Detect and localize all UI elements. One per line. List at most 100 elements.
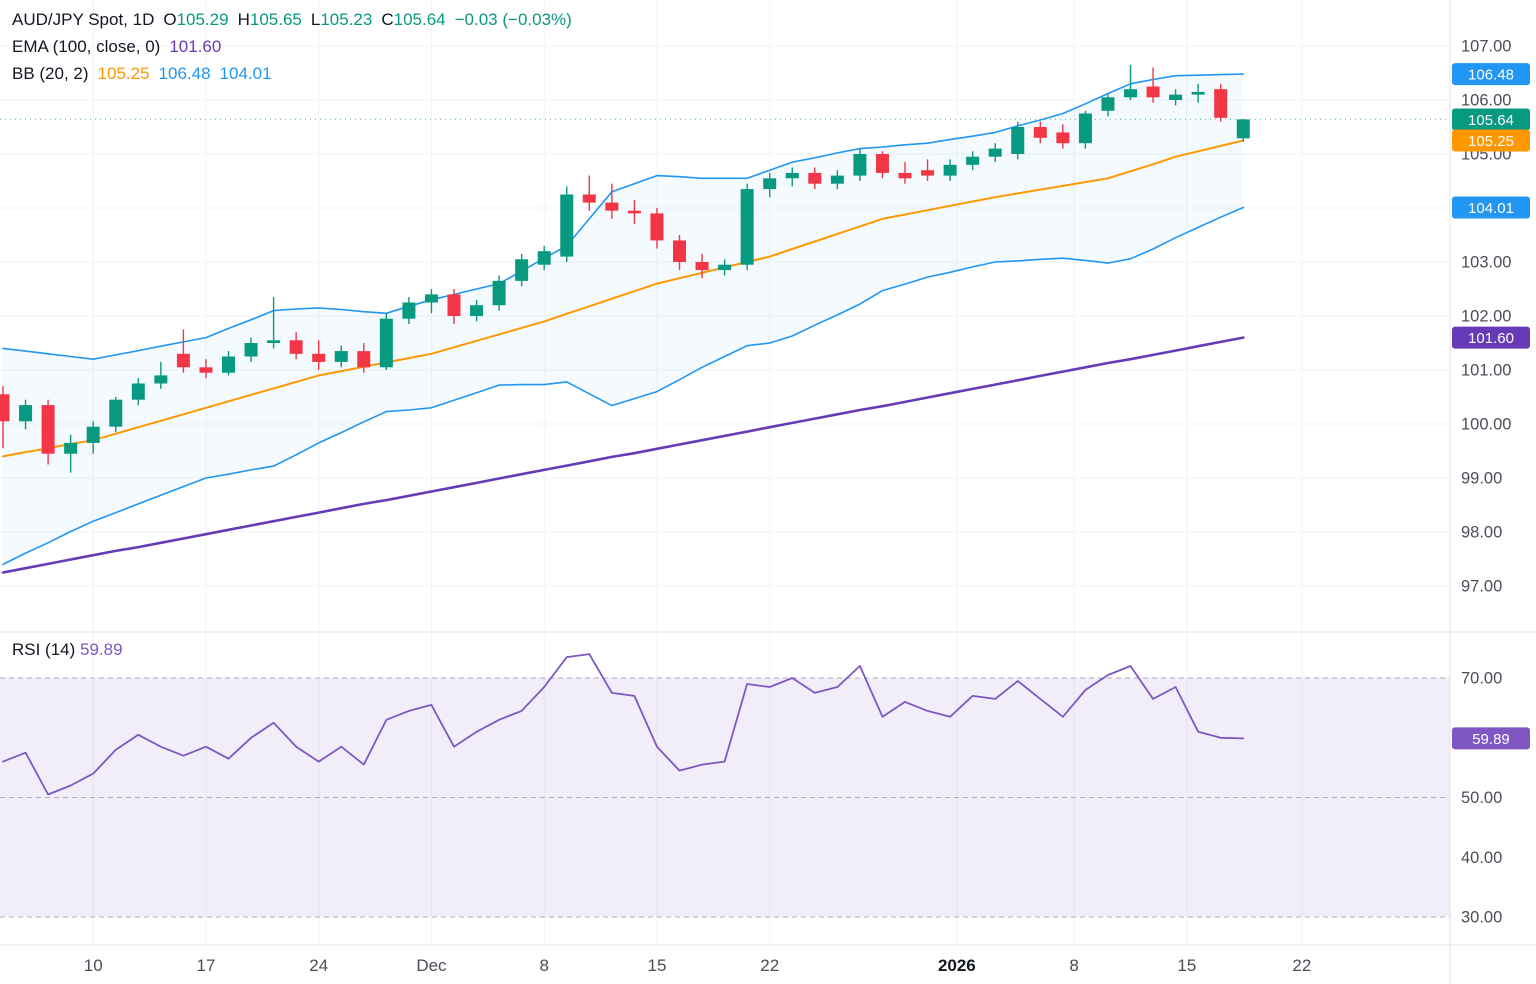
time-tick-label: 24	[309, 956, 328, 975]
price-tick-label: 98.00	[1461, 524, 1502, 542]
candle-body	[492, 280, 506, 306]
bollinger-fill	[3, 74, 1244, 565]
price-tick-label: 101.00	[1461, 362, 1511, 380]
candle-body	[222, 356, 235, 373]
time-tick-label: 8	[1069, 956, 1078, 975]
candle-body	[109, 399, 123, 427]
candle-body	[267, 340, 281, 343]
ema-value: 101.60	[169, 36, 222, 56]
bollinger-upper-line	[2, 73, 1245, 361]
open-value: O105.29	[163, 9, 229, 29]
price-scale[interactable]	[1450, 0, 1536, 945]
candle-body	[64, 442, 78, 454]
ema-line	[1, 336, 1245, 574]
price-tag-text: 104.01	[1468, 200, 1514, 217]
bb-basis-value: 105.25	[97, 63, 150, 83]
candle-body	[19, 405, 33, 422]
rsi-line	[2, 653, 1245, 796]
candle-body	[176, 353, 190, 368]
rsi-tick-label: 40.00	[1461, 849, 1502, 867]
candle-body	[875, 154, 889, 173]
candle-body	[289, 340, 303, 354]
candle-body	[718, 264, 732, 271]
change-value: −0.03 (−0.03%)	[454, 9, 572, 29]
rsi-tick-label: 30.00	[1461, 909, 1502, 927]
candle-body	[1011, 127, 1025, 154]
ema-legend-row: EMA (100, close, 0) 101.60	[12, 33, 572, 60]
symbol-title: AUD/JPY Spot, 1D	[12, 9, 155, 29]
price-tag	[1452, 129, 1530, 152]
price-tag	[1452, 326, 1530, 349]
candle-body	[898, 172, 912, 179]
candle-body	[1056, 132, 1070, 144]
rsi-label: RSI (14)	[12, 640, 76, 659]
candle-body	[830, 175, 844, 184]
candle-body	[334, 351, 348, 362]
candle-body	[627, 210, 641, 214]
candle-body	[650, 213, 664, 241]
candle-body	[1214, 89, 1228, 118]
candle-body	[86, 426, 100, 443]
candle-body	[41, 405, 55, 454]
bb-upper-value: 106.48	[158, 63, 211, 83]
candle-body	[424, 294, 438, 303]
time-tick-label: 8	[539, 956, 548, 975]
candle-body	[154, 375, 168, 384]
candle-body	[470, 305, 484, 316]
candle-body	[1236, 119, 1250, 139]
candle-body	[605, 202, 619, 211]
price-tick-label: 99.00	[1461, 470, 1502, 488]
rsi-value: 59.89	[80, 640, 123, 659]
price-tag-text: 105.25	[1468, 133, 1514, 150]
candle-body	[582, 194, 596, 203]
candle-body	[1033, 127, 1047, 138]
candle-body	[1146, 86, 1160, 98]
bb-lower-value: 104.01	[219, 63, 272, 83]
price-tick-label: 107.00	[1461, 38, 1511, 56]
rsi-tick-label: 50.00	[1461, 789, 1502, 807]
candle-body	[1078, 113, 1092, 144]
rsi-tag	[1452, 727, 1530, 750]
high-value: H105.65	[237, 9, 302, 29]
price-tag-text: 105.64	[1468, 112, 1514, 129]
candle-body	[312, 353, 326, 362]
rsi-tick-label: 70.00	[1461, 670, 1502, 688]
time-tick-label: 15	[647, 956, 666, 975]
time-tick-label: 2026	[938, 956, 976, 975]
price-tag-text: 101.60	[1468, 330, 1514, 347]
candle-body	[853, 154, 867, 176]
candle-body	[1101, 97, 1115, 111]
price-tick-label: 106.00	[1461, 92, 1511, 110]
candle-body	[966, 156, 980, 165]
price-tag	[1452, 196, 1530, 219]
rsi-tag-text: 59.89	[1472, 731, 1510, 748]
candle-body	[1191, 91, 1205, 95]
candle-body	[402, 302, 416, 319]
candle-body	[763, 178, 777, 190]
candle-body	[379, 318, 393, 368]
candle-body	[537, 251, 551, 265]
bollinger-basis-line	[2, 139, 1245, 458]
bollinger-lower-line	[2, 206, 1245, 566]
candle-body	[785, 172, 799, 179]
price-tick-label: 100.00	[1461, 416, 1511, 434]
candle-body	[943, 164, 957, 176]
candle-body	[695, 262, 709, 271]
candle-body	[740, 189, 754, 265]
time-tick-label: Dec	[416, 956, 447, 975]
price-tick-label: 102.00	[1461, 308, 1511, 326]
main-legend: AUD/JPY Spot, 1D O105.29 H105.65 L105.23…	[12, 6, 572, 87]
candle-body	[357, 351, 371, 368]
time-tick-label: 22	[1292, 956, 1311, 975]
candle-body	[988, 148, 1002, 157]
time-tick-label: 22	[760, 956, 779, 975]
time-scale[interactable]	[0, 945, 1536, 984]
price-tag	[1452, 108, 1530, 131]
bb-legend-row: BB (20, 2) 105.25 106.48 104.01	[12, 60, 572, 87]
candle-body	[808, 172, 822, 184]
candle-body	[1169, 94, 1183, 100]
bb-label: BB (20, 2)	[12, 63, 89, 83]
candle-body	[560, 194, 574, 257]
time-tick-label: 15	[1177, 956, 1196, 975]
